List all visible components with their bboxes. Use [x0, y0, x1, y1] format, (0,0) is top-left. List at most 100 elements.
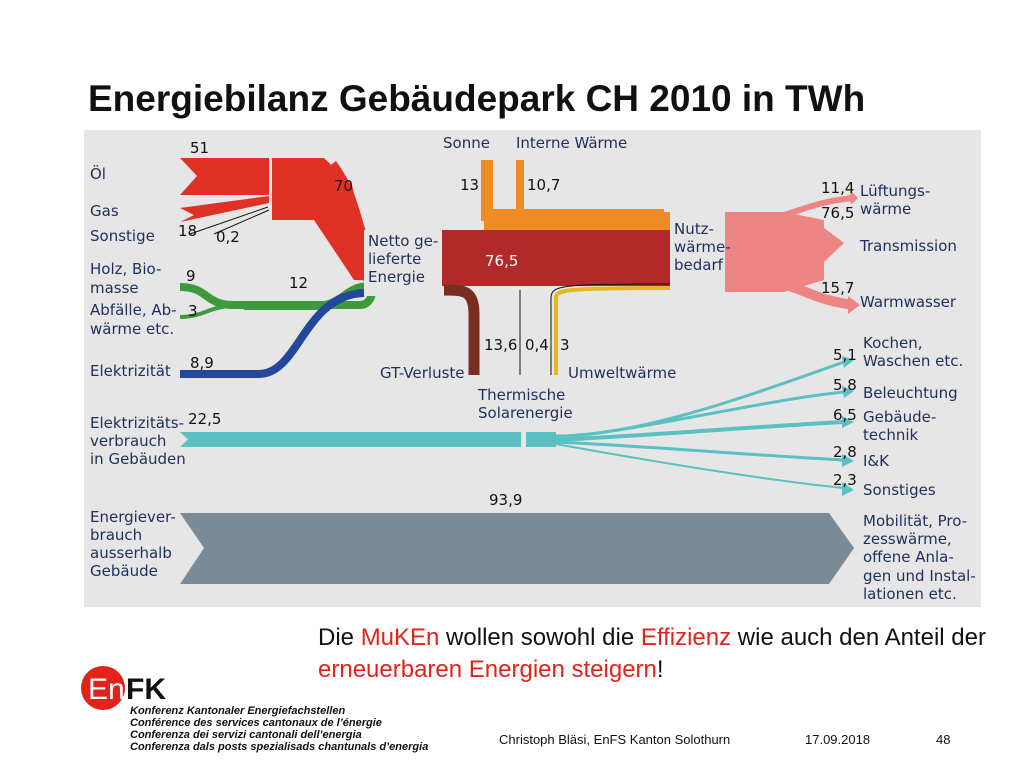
label-kochen-1: Kochen, [863, 334, 923, 352]
value-transmission: 76,5 [821, 204, 854, 222]
flow-elektrizitaetsverbrauch [180, 432, 521, 447]
flow-oel [180, 158, 269, 195]
label-netto-2: lieferte [368, 250, 421, 268]
message-highlight-effizienz: Effizienz [640, 624, 732, 651]
label-holz-2: masse [90, 279, 139, 297]
arrow-beleuchtung [842, 386, 854, 398]
flow-elektrizitaetsverbrauch-split [526, 432, 556, 447]
label-transmission: Transmission [859, 237, 957, 255]
message-highlight-erneuerbare: erneuerbaren Energien steigern [318, 656, 657, 683]
message-part-2: wollen sowohl die [439, 624, 641, 651]
value-beleuchtung: 5,8 [833, 376, 857, 394]
arrow-lueftung [846, 192, 858, 204]
key-message: Die MuKEn wollen sowohl die Effizienz wi… [318, 622, 1018, 686]
flow-transmission [725, 212, 844, 292]
enfk-logo: En FK [81, 666, 166, 710]
value-netto: 76,5 [485, 252, 518, 270]
value-interne-waerme: 10,7 [527, 176, 560, 194]
flow-netto [442, 230, 670, 286]
branch-iuk [555, 440, 845, 462]
node-nutzwaermebedarf [670, 214, 725, 292]
energy-flow-diagram: Öl 51 Gas Sonstige 18 0,2 70 Holz, Bio- … [84, 130, 981, 607]
organization-names: Konferenz Kantonaler Energiefachstellen … [130, 705, 428, 753]
label-umweltwaerme: Umweltwärme [568, 364, 676, 382]
value-oel: 51 [190, 139, 209, 157]
label-netto-3: Energie [368, 268, 425, 286]
label-beleuchtung: Beleuchtung [863, 384, 958, 402]
label-abfaelle-2: wärme etc. [90, 320, 174, 338]
label-lueftung-2: wärme [860, 200, 911, 218]
dest-ausserhalb-2: zesswärme, [863, 530, 952, 548]
message-part-4: ! [656, 656, 664, 683]
label-elektrizitaet: Elektrizität [90, 362, 171, 380]
flow-warmwasser [772, 277, 855, 310]
label-nutzwaerme-1: Nutz- [674, 220, 714, 238]
value-abfaelle: 3 [188, 302, 198, 320]
label-gebaeudetechnik-1: Gebäude- [863, 408, 936, 426]
label-nutzwaerme-2: wärme- [674, 238, 731, 256]
label-gebaeudetechnik-2: technik [863, 426, 919, 444]
message-part-3: wie auch den Anteil der [731, 624, 986, 651]
branch-sonstiges [555, 443, 845, 489]
flow-gas [180, 196, 269, 222]
dest-ausserhalb-5: lationen etc. [863, 585, 957, 603]
arrow-gebaeudetechnik [842, 416, 854, 428]
label-interne-waerme: Interne Wärme [516, 134, 627, 152]
footer-author: Christoph Bläsi, EnFS Kanton Solothurn [499, 732, 731, 747]
value-renewable-total: 12 [289, 274, 308, 292]
label-elektrizitaetsverbrauch-1: Elektrizitäts- [90, 414, 184, 432]
value-elektrizitaetsverbrauch: 22,5 [188, 410, 221, 428]
label-holz-1: Holz, Bio- [90, 260, 161, 278]
logo-circle [81, 666, 125, 710]
value-sonstige-extra: 0,2 [216, 228, 240, 246]
node-netto-energie [364, 230, 442, 296]
org-name-rm: Conferenza dals posts spezialisads chant… [130, 741, 429, 753]
label-iuk: I&K [863, 452, 890, 470]
label-warmwasser: Warmwasser [860, 293, 957, 311]
label-ausserhalb-3: ausserhalb [90, 544, 172, 562]
label-oel: Öl [90, 164, 106, 183]
dest-ausserhalb-1: Mobilität, Pro- [863, 512, 967, 530]
flow-ausserhalb [180, 513, 854, 584]
label-netto-1: Netto ge- [368, 232, 438, 250]
footer-page-number: 48 [936, 732, 951, 747]
flow-warm-entry [484, 212, 670, 230]
branch-gebaeudetechnik [555, 420, 845, 442]
label-kochen-2: Waschen etc. [863, 352, 963, 370]
org-name-fr: Conférence des services cantonaux de l’é… [130, 717, 382, 729]
label-elektrizitaetsverbrauch-2: verbrauch [90, 432, 166, 450]
value-ausserhalb: 93,9 [489, 491, 522, 509]
label-sonstiges: Sonstiges [863, 481, 936, 499]
label-sonstige: Sonstige [90, 227, 155, 245]
value-warmwasser: 15,7 [821, 279, 854, 297]
branch-beleuchtung [555, 390, 845, 440]
value-thermische-solar: 0,4 [525, 336, 549, 354]
value-lueftung: 11,4 [821, 179, 854, 197]
value-sonne: 13 [460, 176, 479, 194]
slide-title: Energiebilanz Gebäudepark CH 2010 in TWh [88, 78, 866, 119]
flow-umweltwaerme-edge [550, 283, 671, 375]
arrow-iuk [842, 454, 854, 467]
label-gas: Gas [90, 202, 119, 220]
value-sonstiges: 2,3 [833, 471, 857, 489]
message-part-1: Die [318, 624, 361, 651]
value-umweltwaerme: 3 [560, 336, 570, 354]
org-name-de: Konferenz Kantonaler Energiefachstellen [130, 705, 346, 717]
flow-elektrizitaet [180, 289, 365, 378]
label-thermische-solar-2: Solarenergie [478, 404, 573, 422]
arrow-sonstiges [842, 482, 854, 496]
value-iuk: 2,8 [833, 443, 857, 461]
value-holz: 9 [186, 267, 196, 285]
connector-sonstige-extra [213, 209, 270, 235]
arrow-kochen [842, 356, 854, 368]
dest-ausserhalb-4: gen und Instal- [863, 567, 976, 585]
label-ausserhalb-4: Gebäude [90, 562, 158, 580]
footer-date: 17.09.2018 [805, 732, 871, 747]
value-gebaeudetechnik: 6,5 [833, 406, 857, 424]
value-elektrizitaet: 8,9 [190, 354, 214, 372]
flow-lueftung [773, 195, 855, 221]
label-nutzwaerme-3: bedarf [674, 256, 724, 274]
label-abfaelle-1: Abfälle, Ab- [90, 301, 177, 319]
connector-sonstige [189, 206, 269, 235]
label-gt-verluste: GT-Verluste [380, 364, 465, 382]
